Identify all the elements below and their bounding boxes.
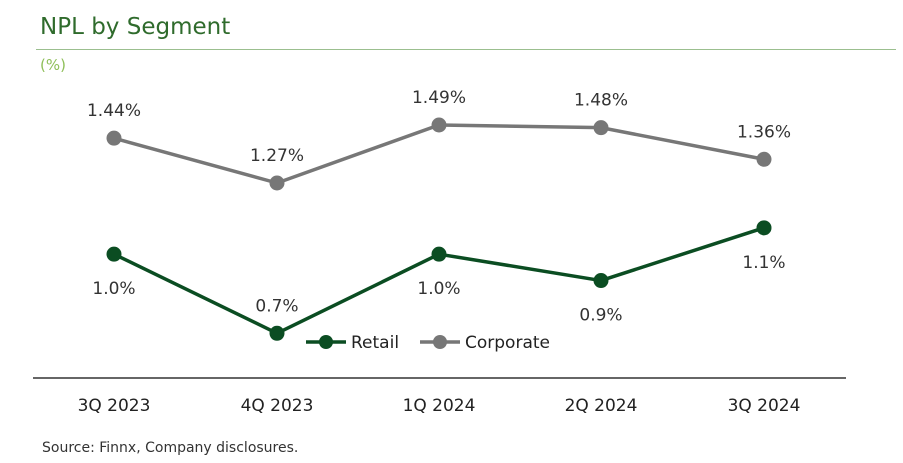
- retail-point-1: [106, 246, 122, 262]
- retail-legend-marker: [319, 335, 333, 349]
- corporate-data-label-4: 1.48%: [574, 91, 628, 111]
- x-tick-label-5: 3Q 2024: [728, 396, 801, 416]
- corporate-point-4: [593, 120, 609, 136]
- x-tick-label-4: 2Q 2024: [565, 396, 638, 416]
- corporate-legend-marker: [433, 335, 447, 349]
- retail-point-3: [431, 246, 447, 262]
- retail-point-4: [593, 273, 609, 289]
- source-note: Source: Finnx, Company disclosures.: [42, 440, 299, 456]
- retail-point-2: [269, 325, 285, 341]
- retail-point-5: [756, 220, 772, 236]
- corporate-series-line: [113, 123, 765, 185]
- corporate-data-label-3: 1.49%: [412, 88, 466, 108]
- corporate-point-1: [106, 130, 122, 146]
- x-tick-label-2: 4Q 2023: [241, 396, 314, 416]
- retail-data-label-1: 1.0%: [92, 279, 135, 299]
- corporate-data-label-5: 1.36%: [737, 122, 791, 142]
- x-tick-label-1: 3Q 2023: [78, 396, 151, 416]
- corporate-data-label-2: 1.27%: [250, 146, 304, 166]
- retail-data-label-3: 1.0%: [417, 279, 460, 299]
- retail-legend-label: Retail: [351, 333, 399, 353]
- corporate-data-label-1: 1.44%: [87, 101, 141, 121]
- corporate-point-2: [269, 175, 285, 191]
- corporate-point-3: [431, 117, 447, 133]
- corporate-point-5: [756, 151, 772, 167]
- corporate-legend-label: Corporate: [465, 333, 550, 353]
- unit-label: (%): [40, 56, 66, 74]
- title-divider: [36, 49, 896, 50]
- retail-data-label-2: 0.7%: [255, 296, 298, 316]
- chart-title: NPL by Segment: [40, 14, 231, 40]
- x-tick-label-3: 1Q 2024: [403, 396, 476, 416]
- retail-data-label-5: 1.1%: [742, 253, 785, 273]
- retail-data-label-4: 0.9%: [579, 306, 622, 326]
